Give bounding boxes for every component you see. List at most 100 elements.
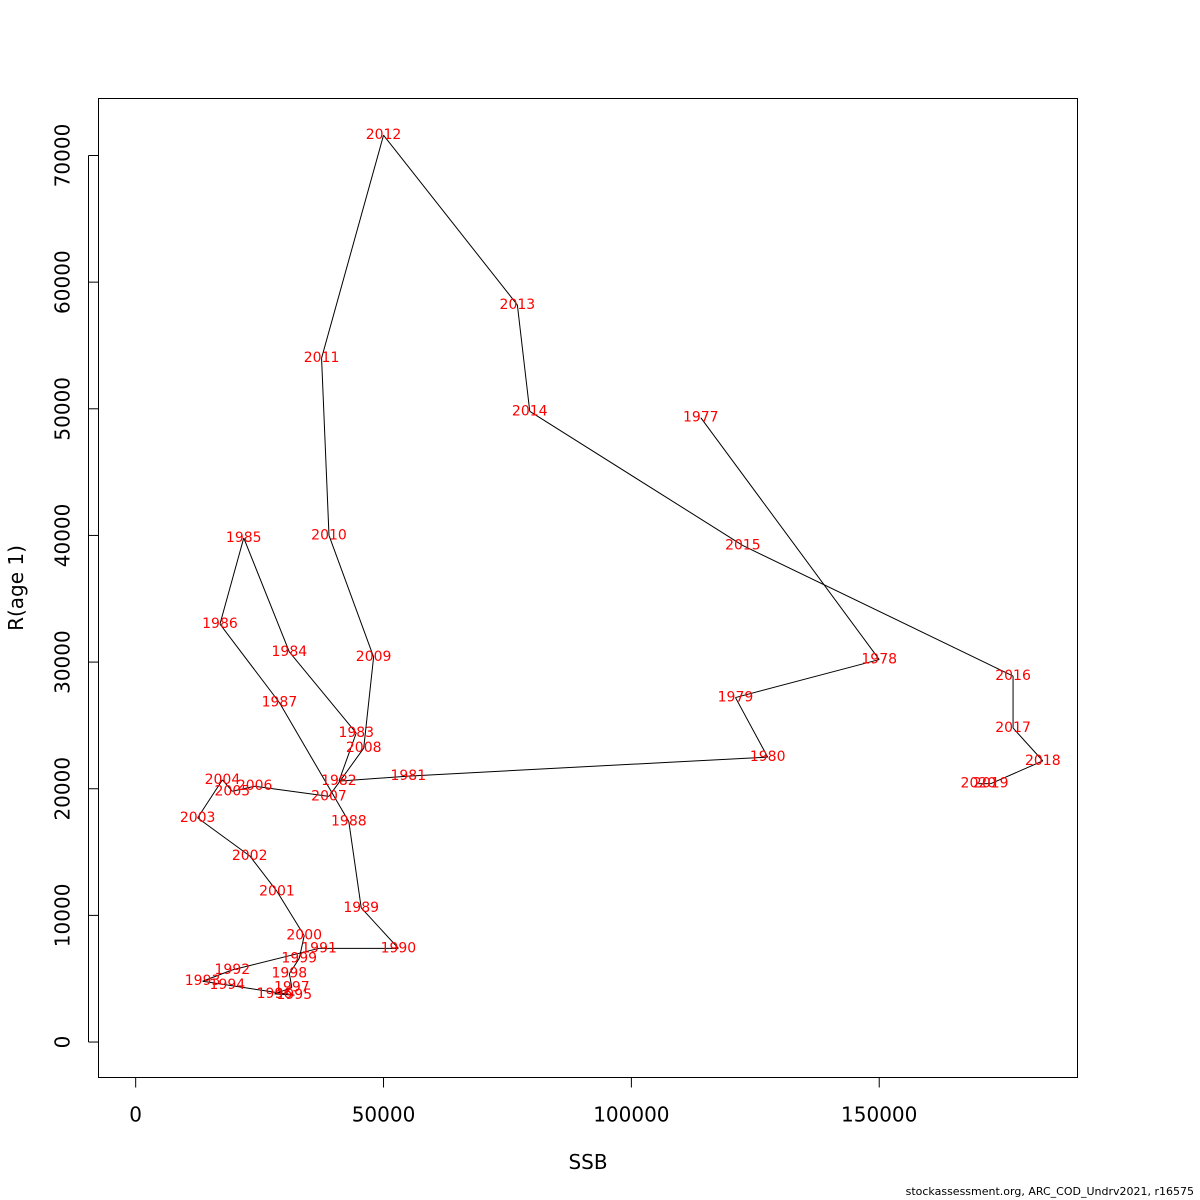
- x-tick-label-0: 0: [129, 1103, 142, 1127]
- point-label-2010: 2010: [311, 527, 347, 543]
- point-label-1985: 1985: [226, 530, 262, 546]
- point-label-1980: 1980: [750, 749, 786, 765]
- point-label-2008: 2008: [346, 740, 382, 756]
- point-label-1999: 1999: [281, 950, 317, 966]
- point-label-2004: 2004: [205, 772, 241, 788]
- segment-2018-2019: [990, 760, 1044, 785]
- segment-1982-1983: [338, 732, 357, 782]
- point-label-2005: 2005: [215, 783, 251, 799]
- segment-1985-1986: [219, 537, 245, 625]
- point-label-2007: 2007: [311, 788, 347, 804]
- point-label-1987: 1987: [262, 695, 298, 711]
- y-tick-label-20000: 20000: [51, 757, 75, 821]
- segment-1977-1978: [700, 417, 880, 660]
- segment-1984-1985: [243, 537, 290, 653]
- point-label-2003: 2003: [180, 810, 216, 826]
- segment-1999-2000: [298, 935, 305, 959]
- y-tick-label-70000: 70000: [51, 124, 75, 188]
- y-tick-label-50000: 50000: [51, 377, 75, 441]
- segment-1998-1999: [288, 958, 300, 974]
- point-label-1978: 1978: [861, 652, 897, 668]
- segment-1979-1980: [735, 697, 769, 758]
- segment-1980-1981: [408, 756, 768, 777]
- point-label-2015: 2015: [725, 538, 761, 554]
- y-tick-label-10000: 10000: [51, 884, 75, 948]
- segment-2005-2006: [232, 785, 255, 792]
- point-label-1979: 1979: [718, 690, 754, 706]
- source-footer: stockassessment.org, ARC_COD_Undrv2021, …: [905, 1185, 1194, 1198]
- segment-2004-2005: [222, 779, 233, 792]
- point-label-1989: 1989: [343, 900, 379, 916]
- point-label-1981: 1981: [390, 768, 426, 784]
- plot-frame: [98, 98, 1078, 1078]
- segment-1993-1994: [202, 980, 228, 986]
- point-label-2016: 2016: [995, 668, 1031, 684]
- point-label-1990: 1990: [381, 940, 417, 956]
- point-label-2000: 2000: [286, 928, 322, 944]
- segment-2003-2004: [197, 779, 223, 819]
- segment-2006-2007: [254, 785, 330, 797]
- point-label-1983: 1983: [338, 725, 374, 741]
- segment-1983-1984: [288, 651, 357, 734]
- segment-2012-2013: [383, 134, 518, 306]
- y-tick-label-30000: 30000: [51, 630, 75, 694]
- point-label-2018: 2018: [1025, 753, 1061, 769]
- point-label-2020: 2020: [961, 776, 997, 792]
- segment-2017-2018: [1012, 727, 1044, 762]
- segment-1994-1995: [227, 984, 295, 996]
- segment-2010-2011: [321, 358, 330, 536]
- segment-1987-1988: [278, 702, 350, 822]
- point-label-2014: 2014: [512, 403, 548, 419]
- y-tick-label-0: 0: [51, 1036, 75, 1049]
- segment-2001-2002: [249, 855, 278, 892]
- point-label-1984: 1984: [272, 644, 308, 660]
- segment-1988-1989: [348, 821, 362, 908]
- trajectory-lines: [197, 134, 1044, 996]
- segment-1996-1997: [274, 987, 292, 995]
- segment-1997-1998: [288, 973, 293, 988]
- y-axis: 0 10000 20000 30000 40000 50000 60000 70000: [51, 124, 99, 1049]
- x-tick-label-150000: 150000: [841, 1103, 917, 1127]
- point-label-2012: 2012: [366, 127, 402, 143]
- x-tick-label-100000: 100000: [593, 1103, 669, 1127]
- point-label-2009: 2009: [356, 649, 392, 665]
- point-label-1982: 1982: [321, 773, 357, 789]
- segment-2015-2016: [742, 545, 1014, 677]
- segment-1978-1979: [735, 659, 880, 699]
- segment-1989-1990: [360, 907, 399, 949]
- point-label-2017: 2017: [995, 720, 1031, 736]
- segment-1991-1992: [232, 947, 320, 971]
- point-label-1988: 1988: [331, 814, 367, 830]
- point-label-2006: 2006: [237, 778, 273, 794]
- segment-1992-1993: [202, 969, 233, 982]
- year-labels: 1977 1978 1979 1980 1981 1982 1983 1984 1985 1986…: [180, 127, 1061, 1003]
- segment-2000-2001: [276, 891, 305, 936]
- y-axis-title: R(age 1): [4, 545, 28, 631]
- segment-2013-2014: [516, 304, 531, 412]
- point-label-1995: 1995: [276, 987, 312, 1003]
- point-label-1993: 1993: [185, 973, 221, 989]
- segment-2014-2015: [529, 410, 744, 546]
- point-label-2013: 2013: [500, 297, 536, 313]
- point-label-1997: 1997: [274, 980, 310, 996]
- point-label-1998: 1998: [272, 966, 308, 982]
- x-tick-label-50000: 50000: [352, 1103, 416, 1127]
- y-tick-label-40000: 40000: [51, 504, 75, 568]
- segment-2002-2003: [197, 817, 250, 857]
- segment-2008-2009: [363, 656, 375, 749]
- segment-2011-2012: [321, 135, 385, 359]
- point-label-1991: 1991: [301, 940, 337, 956]
- point-label-2001: 2001: [259, 883, 295, 899]
- point-label-2019: 2019: [973, 776, 1009, 792]
- y-tick-label-60000: 60000: [51, 250, 75, 314]
- point-label-2011: 2011: [304, 350, 340, 366]
- x-axis-title: SSB: [568, 1150, 607, 1174]
- segment-2007-2008: [328, 747, 365, 797]
- segment-1986-1987: [219, 623, 280, 703]
- point-label-1986: 1986: [202, 616, 238, 632]
- point-label-1996: 1996: [257, 986, 293, 1002]
- segment-1995-1996: [274, 993, 295, 996]
- point-label-1977: 1977: [683, 410, 719, 426]
- segment-1981-1982: [338, 775, 409, 782]
